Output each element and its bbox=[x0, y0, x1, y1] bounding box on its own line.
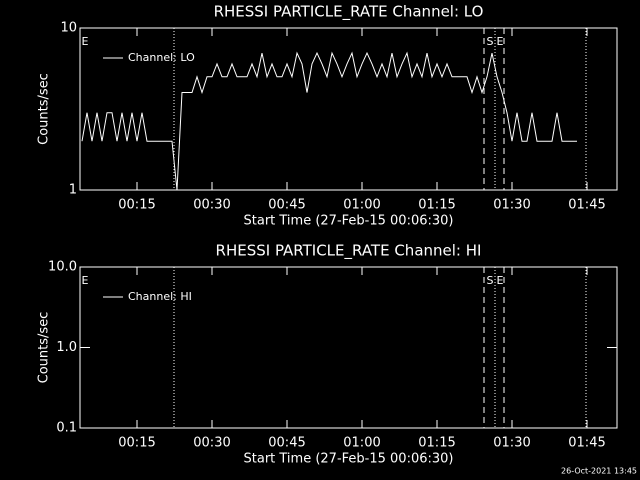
event-label: E bbox=[82, 274, 89, 287]
data-line bbox=[81, 51, 577, 191]
event-label: S bbox=[487, 35, 494, 48]
x-tick-label: 01:45 bbox=[568, 198, 605, 213]
x-tick-label: 00:15 bbox=[118, 198, 155, 213]
x-axis-title: Start Time (27-Feb-15 00:06:30) bbox=[244, 452, 454, 467]
x-tick-label: 01:00 bbox=[343, 436, 380, 451]
x-tick-label: 01:45 bbox=[568, 436, 605, 451]
x-tick-label: 01:30 bbox=[493, 198, 530, 213]
x-tick-label: 00:45 bbox=[268, 436, 305, 451]
x-tick-label: 01:15 bbox=[418, 436, 455, 451]
y-tick-label: 1 bbox=[69, 183, 77, 198]
x-tick-label: 00:15 bbox=[118, 436, 155, 451]
x-tick-label: 00:45 bbox=[268, 198, 305, 213]
chart-title: RHESSI PARTICLE_RATE Channel: LO bbox=[214, 3, 484, 22]
x-tick-label: 01:00 bbox=[343, 198, 380, 213]
x-tick-label: 01:15 bbox=[418, 198, 455, 213]
y-tick-label: 10 bbox=[60, 21, 77, 36]
legend-label: Channel: LO bbox=[128, 51, 195, 64]
x-tick-label: 00:30 bbox=[193, 198, 230, 213]
y-axis-title: Counts/sec bbox=[37, 312, 52, 384]
y-tick-label: 0.1 bbox=[56, 421, 77, 436]
event-label: S bbox=[487, 274, 494, 287]
x-axis-title: Start Time (27-Feb-15 00:06:30) bbox=[244, 214, 454, 229]
legend-label: Channel: HI bbox=[128, 290, 192, 303]
x-tick-label: 00:30 bbox=[193, 436, 230, 451]
event-label: E bbox=[497, 35, 504, 48]
event-label: E bbox=[82, 35, 89, 48]
y-tick-label: 10.0 bbox=[48, 260, 77, 275]
y-axis-title: Counts/sec bbox=[37, 73, 52, 145]
event-label: E bbox=[497, 274, 504, 287]
chart-title: RHESSI PARTICLE_RATE Channel: HI bbox=[216, 242, 482, 261]
plot-frame bbox=[79, 27, 618, 191]
x-tick-label: 01:30 bbox=[493, 436, 530, 451]
footer-date: 26-Oct-2021 13:45 bbox=[561, 467, 637, 476]
y-tick-label: 1.0 bbox=[56, 340, 77, 355]
